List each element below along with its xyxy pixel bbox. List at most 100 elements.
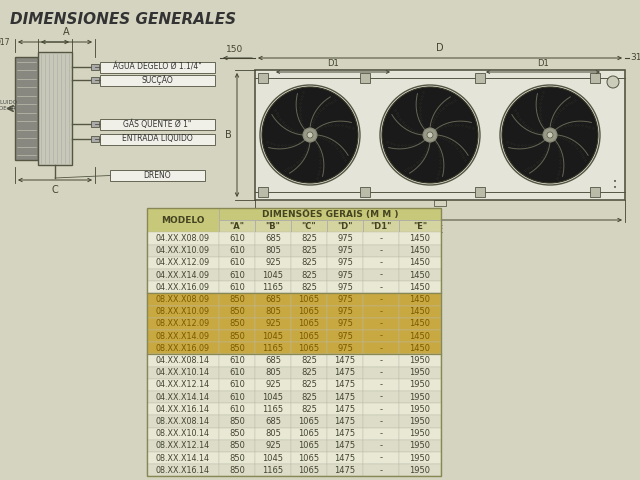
Bar <box>360 73 370 83</box>
Bar <box>255 452 291 464</box>
Bar <box>219 464 255 476</box>
Bar <box>219 440 255 452</box>
Text: -: - <box>380 466 383 475</box>
Text: 850: 850 <box>229 307 245 316</box>
Text: •
•: • • <box>613 179 617 192</box>
Text: 850: 850 <box>229 417 245 426</box>
Text: 925: 925 <box>265 380 281 389</box>
Bar <box>363 232 399 245</box>
Bar <box>255 245 291 257</box>
Bar <box>219 293 255 306</box>
Bar <box>219 403 255 415</box>
Text: 850: 850 <box>229 442 245 450</box>
Text: 1950: 1950 <box>410 368 431 377</box>
Text: 1065: 1065 <box>298 429 319 438</box>
Text: 1065: 1065 <box>298 417 319 426</box>
Text: "C": "C" <box>301 222 316 231</box>
Bar <box>147 440 219 452</box>
Bar <box>255 440 291 452</box>
Text: FLUIDO: FLUIDO <box>0 99 17 105</box>
Text: 850: 850 <box>229 466 245 475</box>
Bar <box>147 415 219 428</box>
Bar <box>147 281 219 293</box>
Text: 1065: 1065 <box>298 307 319 316</box>
Text: -: - <box>380 307 383 316</box>
Bar <box>360 187 370 197</box>
Text: -: - <box>380 234 383 243</box>
Bar <box>363 367 399 379</box>
Bar <box>363 428 399 440</box>
Text: -: - <box>380 442 383 450</box>
Bar <box>327 464 363 476</box>
Text: 1475: 1475 <box>335 405 356 414</box>
Bar <box>327 293 363 306</box>
Bar <box>147 464 219 476</box>
Text: 685: 685 <box>265 417 281 426</box>
Bar <box>219 269 255 281</box>
Bar <box>327 391 363 403</box>
Text: 04.XX.X14.14: 04.XX.X14.14 <box>156 393 210 402</box>
Text: C: C <box>52 185 58 195</box>
Text: DE AR: DE AR <box>0 106 15 110</box>
Bar <box>147 318 219 330</box>
Text: 08.XX.X14.14: 08.XX.X14.14 <box>156 454 210 463</box>
Text: 825: 825 <box>301 356 317 365</box>
Bar <box>399 367 441 379</box>
Bar <box>363 415 399 428</box>
Text: -: - <box>380 417 383 426</box>
Bar <box>255 220 291 232</box>
Text: 08.XX.X16.09: 08.XX.X16.09 <box>156 344 210 353</box>
Bar <box>100 61 215 72</box>
Text: E: E <box>437 225 443 235</box>
Bar <box>255 428 291 440</box>
Text: DRENO: DRENO <box>144 171 172 180</box>
Text: 08.XX.X14.09: 08.XX.X14.09 <box>156 332 210 341</box>
Text: D: D <box>436 43 444 53</box>
Bar <box>255 403 291 415</box>
Bar <box>255 464 291 476</box>
Text: 08.XX.X12.14: 08.XX.X12.14 <box>156 442 210 450</box>
Text: 1450: 1450 <box>410 307 431 316</box>
Text: 610: 610 <box>229 258 245 267</box>
Text: 610: 610 <box>229 246 245 255</box>
Text: 825: 825 <box>301 246 317 255</box>
Circle shape <box>543 128 557 142</box>
Bar <box>147 342 219 354</box>
Text: 08.XX.X12.09: 08.XX.X12.09 <box>156 319 210 328</box>
Text: 1045: 1045 <box>262 332 284 341</box>
Text: -: - <box>380 271 383 279</box>
Bar <box>219 379 255 391</box>
Text: 685: 685 <box>265 356 281 365</box>
Bar <box>100 119 215 130</box>
Bar <box>219 330 255 342</box>
Text: MODELO: MODELO <box>161 216 205 225</box>
Circle shape <box>547 132 553 138</box>
Bar <box>327 379 363 391</box>
Bar <box>327 306 363 318</box>
Bar <box>363 257 399 269</box>
Text: 825: 825 <box>301 405 317 414</box>
Text: 1065: 1065 <box>298 466 319 475</box>
Text: 825: 825 <box>301 234 317 243</box>
Text: 975: 975 <box>337 283 353 292</box>
Text: 1450: 1450 <box>410 283 431 292</box>
Text: -: - <box>380 319 383 328</box>
Bar <box>91 136 99 142</box>
Text: ENTRADA LIQUIDO: ENTRADA LIQUIDO <box>122 134 193 144</box>
Bar <box>147 245 219 257</box>
Circle shape <box>382 87 478 183</box>
Circle shape <box>502 87 598 183</box>
Text: -: - <box>380 295 383 304</box>
Text: 04.XX.X16.09: 04.XX.X16.09 <box>156 283 210 292</box>
Text: 685: 685 <box>265 295 281 304</box>
Bar <box>291 354 327 367</box>
Bar <box>327 440 363 452</box>
Bar <box>291 403 327 415</box>
Text: 1450: 1450 <box>410 344 431 353</box>
Text: A: A <box>63 27 70 37</box>
Bar <box>291 318 327 330</box>
Text: 1065: 1065 <box>298 442 319 450</box>
Text: 04.XX.X10.14: 04.XX.X10.14 <box>156 368 210 377</box>
Bar <box>399 318 441 330</box>
Bar <box>219 281 255 293</box>
